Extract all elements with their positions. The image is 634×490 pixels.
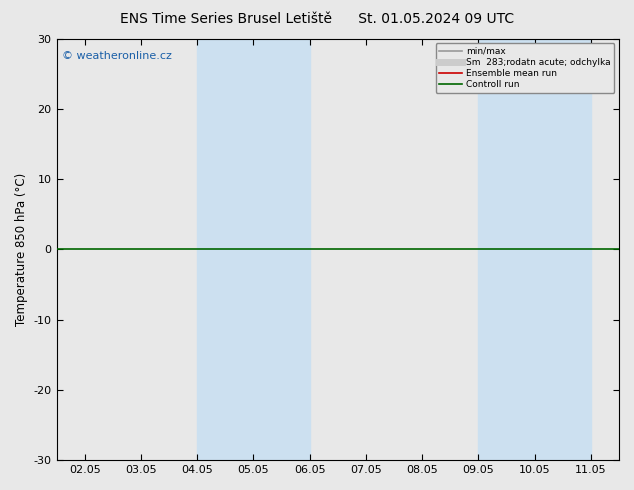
Bar (254, 39, 309, 460)
Bar (197, 39, 254, 460)
Y-axis label: Temperature 850 hPa (°C): Temperature 850 hPa (°C) (15, 173, 28, 326)
Text: ENS Time Series Brusel Letiště      St. 01.05.2024 09 UTC: ENS Time Series Brusel Letiště St. 01.05… (120, 12, 514, 26)
Text: © weatheronline.cz: © weatheronline.cz (62, 51, 172, 61)
Bar (479, 39, 534, 460)
Legend: min/max, Sm  283;rodatn acute; odchylka, Ensemble mean run, Controll run: min/max, Sm 283;rodatn acute; odchylka, … (436, 43, 614, 93)
Bar (534, 39, 591, 460)
